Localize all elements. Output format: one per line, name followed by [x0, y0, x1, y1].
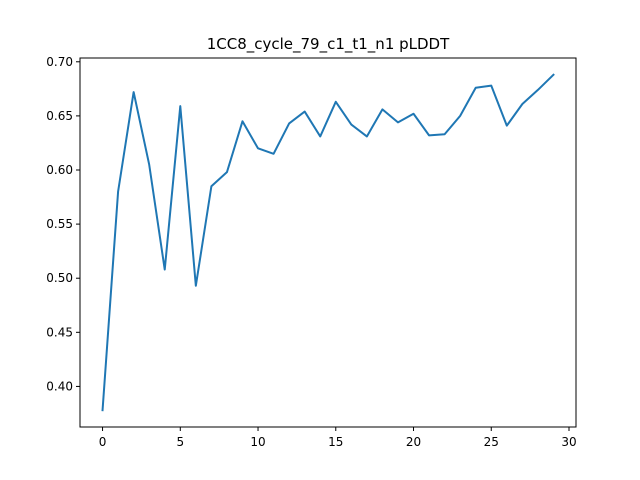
- x-tick-label: 5: [176, 435, 184, 449]
- x-axis: 0 5 10 15 20 25 30: [99, 427, 577, 449]
- x-tick-label: 10: [250, 435, 265, 449]
- series-layer: [101, 73, 555, 412]
- y-tick-label: 0.50: [46, 271, 73, 285]
- x-tick-label: 30: [561, 435, 576, 449]
- x-tick-label: 0: [99, 435, 107, 449]
- x-tick-label: 20: [406, 435, 421, 449]
- chart-title: 1CC8_cycle_79_c1_t1_n1 pLDDT: [207, 35, 450, 54]
- y-axis: 0.40 0.45 0.50 0.55 0.60 0.65 0.70: [46, 55, 80, 393]
- y-tick-label: 0.70: [46, 55, 73, 69]
- y-tick-label: 0.60: [46, 163, 73, 177]
- x-tick-label: 15: [328, 435, 343, 449]
- x-tick-label: 25: [484, 435, 499, 449]
- y-tick-label: 0.45: [46, 325, 73, 339]
- y-tick-label: 0.65: [46, 109, 73, 123]
- y-tick-label: 0.40: [46, 379, 73, 393]
- plot-area: [79, 57, 577, 428]
- y-tick-label: 0.55: [46, 217, 73, 231]
- series-line-0: [101, 73, 555, 412]
